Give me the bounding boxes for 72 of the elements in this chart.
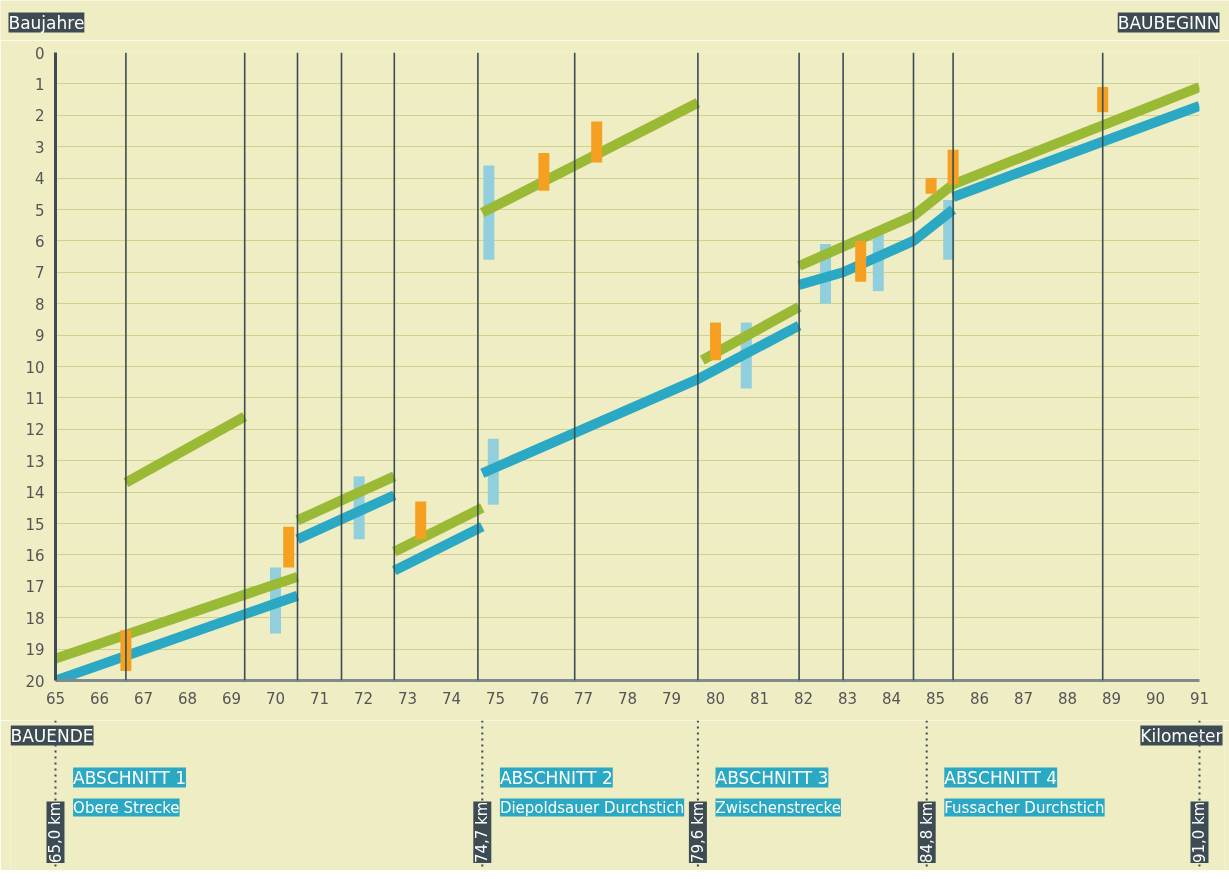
x-tick-label: 82 <box>793 689 814 708</box>
y-tick-label: 5 <box>34 201 45 220</box>
text: ABSCHNITT 3 <box>715 767 829 788</box>
x-tick-label: 79 <box>661 689 682 708</box>
x-tick-label: 71 <box>309 689 330 708</box>
y-tick-label: 4 <box>34 170 45 189</box>
x-tick-label: 91 <box>1189 689 1210 708</box>
bar <box>283 526 295 568</box>
bar <box>415 501 427 540</box>
x-tick-label: 90 <box>1145 689 1166 708</box>
text: Diepoldsauer Durchstich <box>499 798 685 817</box>
y-tick-label: 12 <box>25 421 45 440</box>
y-tick-label: 6 <box>34 232 45 251</box>
x-tick-label: 85 <box>925 689 946 708</box>
x-tick-label: 70 <box>265 689 286 708</box>
text: Fussacher Durchstich <box>944 798 1105 817</box>
x-tick-label: 68 <box>177 689 198 708</box>
ref-line-label: 74,7 km <box>473 801 492 863</box>
x-tick-label: 67 <box>133 689 154 708</box>
x-tick-label: 86 <box>969 689 990 708</box>
x-tick-label: 65 <box>45 689 66 708</box>
text: ABSCHNITT 2 <box>499 767 613 788</box>
bar <box>855 240 867 282</box>
y-tick-label: 13 <box>25 452 45 471</box>
y-tick-label: 15 <box>25 515 45 534</box>
y-tick-label: 3 <box>34 138 45 157</box>
y-tick-label: 1 <box>34 75 45 94</box>
x-tick-label: 75 <box>485 689 506 708</box>
bar <box>925 178 937 194</box>
ref-line-label: 91,0 km <box>1190 801 1209 863</box>
bar <box>710 322 721 361</box>
x-tick-label: 77 <box>573 689 594 708</box>
x-tick-label: 69 <box>221 689 242 708</box>
y-tick-label: 19 <box>25 641 45 660</box>
y-tick-label: 10 <box>25 358 45 377</box>
y-tick-label: 20 <box>25 672 45 691</box>
y-axis-title: Baujahre <box>8 12 85 33</box>
text: ABSCHNITT 1 <box>73 767 186 788</box>
y-tick-label: 17 <box>25 578 45 597</box>
y-tick-label: 14 <box>25 484 45 503</box>
x-tick-label: 89 <box>1101 689 1122 708</box>
x-tick-label: 66 <box>89 689 110 708</box>
x-tick-label: 76 <box>529 689 550 708</box>
ref-line-label: 65,0 km <box>46 801 65 863</box>
y-tick-label: 11 <box>25 389 45 408</box>
x-tick-label: 88 <box>1057 689 1078 708</box>
text: ABSCHNITT 4 <box>944 767 1058 788</box>
x-tick-label: 73 <box>397 689 418 708</box>
x-tick-label: 81 <box>749 689 770 708</box>
x-tick-label: 74 <box>441 689 462 708</box>
y-tick-label: 18 <box>25 609 45 628</box>
x-tick-label: 83 <box>837 689 858 708</box>
text: BAUBEGINN <box>1117 12 1220 33</box>
x-tick-label: 80 <box>705 689 726 708</box>
y-tick-label: 9 <box>34 327 45 346</box>
y-tick-label: 2 <box>34 107 45 126</box>
x-axis-title: Kilometer <box>1140 725 1223 746</box>
x-tick-label: 84 <box>881 689 902 708</box>
ref-line-label: 79,6 km <box>688 801 707 863</box>
x-tick-label: 87 <box>1013 689 1034 708</box>
bar <box>538 152 550 191</box>
y-tick-label: 7 <box>34 264 45 283</box>
y-tick-label: 0 <box>34 44 45 63</box>
x-tick-label: 72 <box>353 689 374 708</box>
y-tick-label: 16 <box>25 546 45 565</box>
text: Zwischenstrecke <box>715 798 841 817</box>
text: BAUENDE <box>10 725 94 746</box>
ref-line-label: 84,8 km <box>917 801 936 863</box>
y-tick-label: 8 <box>34 295 45 314</box>
x-tick-label: 78 <box>617 689 638 708</box>
text: Obere Strecke <box>73 798 180 817</box>
bar <box>591 121 603 163</box>
